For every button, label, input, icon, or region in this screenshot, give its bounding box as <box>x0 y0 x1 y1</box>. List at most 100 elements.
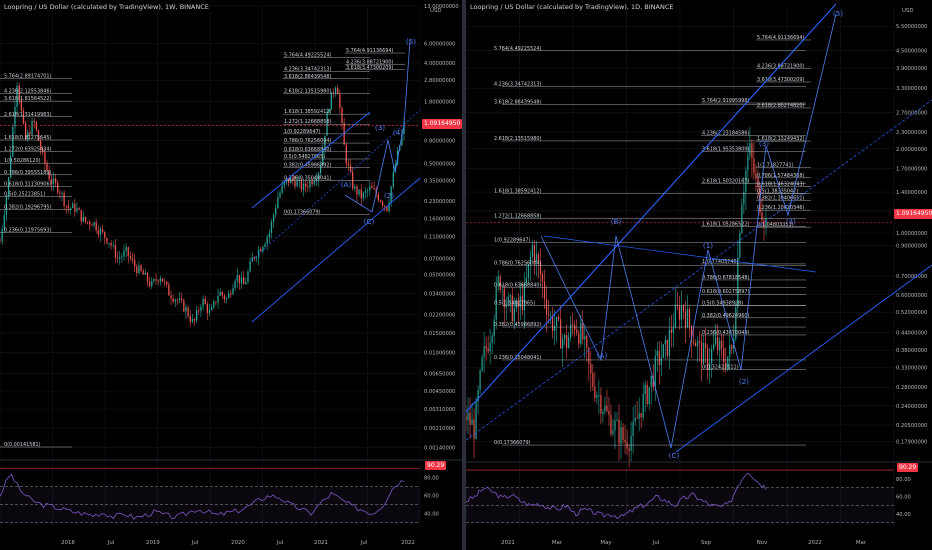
trendline <box>466 99 932 441</box>
rsi-panel[interactable]: 80.00 60.00 40.00 <box>466 461 932 523</box>
candle-body <box>698 341 701 343</box>
fib-level-label: 3.618(3.47300209) <box>757 77 804 83</box>
candle-body <box>630 435 632 451</box>
candle-body <box>153 279 155 282</box>
fib-level-label: 4.236(3.34742313) <box>284 67 331 73</box>
candle-body <box>86 221 89 223</box>
candle-body <box>628 448 630 451</box>
candle-body <box>616 419 618 421</box>
fib-far-levels[interactable]: 5.764(4.91136694)4.236(3.88721900)3.618(… <box>756 35 811 228</box>
time-axis[interactable]: 2021 Mar May Jul Sep Nov 2022 Mar <box>501 540 867 546</box>
candle-body <box>266 236 268 244</box>
fib-level-label: 0.5(1.38335047) <box>757 189 798 195</box>
candle-body <box>473 419 475 439</box>
candle-body <box>78 208 80 210</box>
candle-body <box>210 307 213 311</box>
wave-label: (2) <box>739 377 749 386</box>
candle-body <box>469 412 471 425</box>
fib-level-label: 5.764(2.89174701) <box>4 74 51 80</box>
candle-body <box>636 417 638 419</box>
wave-label: (1) <box>703 241 713 250</box>
candle-body <box>232 288 234 295</box>
y-tick-label: 0.16000000 <box>424 217 455 223</box>
rsi-tick-label: 80.00 <box>896 477 911 483</box>
fib-level-label: 5.764(4.49225524) <box>494 46 541 52</box>
candle-body <box>680 305 683 320</box>
candle-body <box>499 276 501 290</box>
rsi-panel[interactable]: 80.00 60.00 40.00 <box>0 459 462 523</box>
fib-level-label: 0.236(1.20620346) <box>757 205 804 211</box>
candle-body <box>549 315 552 317</box>
candle-body <box>747 155 749 171</box>
candle-body <box>191 318 194 322</box>
candle-body <box>275 208 277 215</box>
candle-body <box>674 304 676 328</box>
chart-title: Loopring / US Dollar (calculated by Trad… <box>470 3 674 11</box>
rsi-tick-label: 80.00 <box>424 476 439 482</box>
elliott-wave[interactable]: (5) (4) (3) (A) (2) (C) <box>341 37 417 226</box>
trendline <box>466 3 837 413</box>
candle-body <box>302 183 305 190</box>
candle-body <box>46 163 48 171</box>
candle-body <box>112 245 114 246</box>
current-price-badge: 1.09164950 <box>894 209 932 219</box>
fib-level-label: 0.5(0.54827865) <box>284 154 325 160</box>
candle-body <box>172 298 174 302</box>
wave-label: (5) <box>406 37 416 46</box>
candle-body <box>731 345 733 349</box>
candle-body <box>602 411 604 414</box>
candle-body <box>721 340 723 349</box>
wave-label: (4) <box>786 217 796 226</box>
fib-far-levels[interactable]: 5.764(4.91136694)4.236(3.88721900)3.618(… <box>345 48 405 71</box>
candle-body <box>116 257 119 259</box>
weekly-chart-pane[interactable]: 13.00000000 6.00000000 4.00000000 2.8000000… <box>0 0 462 550</box>
candle-body <box>373 187 375 190</box>
fib-right-levels[interactable]: 5.764(4.49225524) 4.236(3.34742313)3.618(… <box>283 52 370 216</box>
price-axis[interactable]: 5.50000000 4.50000000 3.90000000 3.30000000… <box>896 8 927 445</box>
x-tick-label: 2021 <box>314 540 328 546</box>
candle-body <box>723 348 725 363</box>
price-axis[interactable]: 13.00000000 6.00000000 4.00000000 2.8000000… <box>424 4 459 452</box>
candle-body <box>356 186 358 195</box>
fib-level-label: 3.618(2.88439548) <box>284 74 331 80</box>
trend-channel[interactable] <box>466 3 932 453</box>
pane-divider[interactable] <box>462 0 466 550</box>
candle-body <box>50 179 52 184</box>
y-tick-label: 0.33000000 <box>896 365 927 371</box>
fib-level-label: 0.786(0.67818548) <box>702 275 749 281</box>
candle-body <box>3 215 5 229</box>
wave-label: (3) <box>759 139 769 148</box>
candle-body <box>69 208 72 209</box>
candle-body <box>223 295 226 300</box>
candle-body <box>537 254 540 262</box>
candle-body <box>688 309 691 327</box>
candle-body <box>99 229 102 235</box>
chart-canvas[interactable]: 5.50000000 4.50000000 3.90000000 3.30000000… <box>466 0 932 550</box>
candle-body <box>307 186 309 188</box>
rsi-tick-label: 40.00 <box>424 512 439 518</box>
candle-body <box>281 185 283 193</box>
candle-body <box>292 178 294 181</box>
candle-body <box>255 257 258 259</box>
candle-body <box>578 333 580 344</box>
chart-canvas[interactable]: 13.00000000 6.00000000 4.00000000 2.8000000… <box>0 0 462 550</box>
candle-body <box>42 149 44 153</box>
candle-body <box>104 231 106 238</box>
time-axis[interactable]: 2018 Jul 2019 Jul 2020 Jul 2021 Jul 2022 <box>61 540 415 546</box>
fib-left-levels[interactable]: 5.764(2.89174701) 4.236(2.12553846)3.618(… <box>0 74 72 448</box>
fib-left-levels[interactable]: 5.764(4.49225524) 4.236(3.34742313) 3.618(… <box>494 46 806 446</box>
candle-body <box>257 249 260 258</box>
trend-channel[interactable] <box>251 109 421 323</box>
candle-body <box>489 342 491 352</box>
fib-level-label: 4.236(2.23184586) <box>702 131 749 137</box>
candle-body <box>614 420 616 431</box>
candle-body <box>225 298 228 300</box>
elliott-wave[interactable]: (5) (3) (4) (B) (1) (A) (2) (C) <box>540 9 843 460</box>
fib-level-label: 0(1.04803353) <box>757 222 794 228</box>
candle-body <box>622 427 624 440</box>
fib-level-label: 0(0.17366079) <box>494 440 531 446</box>
y-tick-label: 1.00000000 <box>896 231 927 237</box>
y-tick-label: 0.44000000 <box>896 330 927 336</box>
daily-chart-pane[interactable]: 5.50000000 4.50000000 3.90000000 3.30000000… <box>466 0 932 550</box>
candle-body <box>253 257 256 259</box>
